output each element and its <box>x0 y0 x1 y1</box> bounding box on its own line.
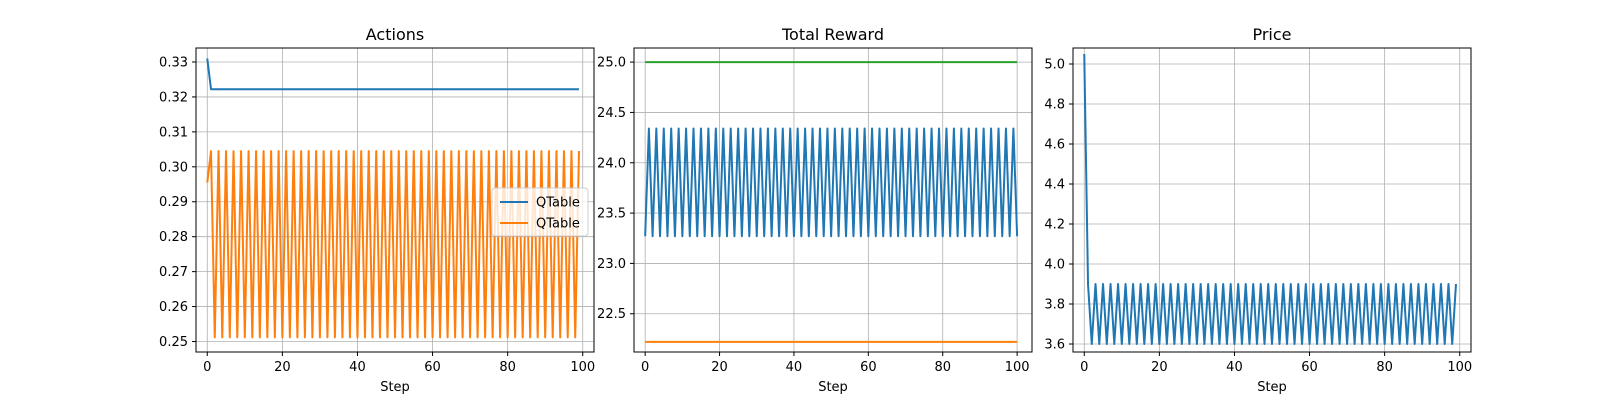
x-tick-label: 60 <box>860 360 877 375</box>
series-line-1 <box>206 150 580 339</box>
series-line-0 <box>206 58 579 91</box>
axes-frame <box>195 47 595 353</box>
x-axis-label: Step <box>1257 380 1287 395</box>
x-tick-label: 60 <box>424 360 441 375</box>
x-tick-label: 20 <box>711 360 728 375</box>
x-tick-label: 100 <box>570 360 595 375</box>
axes-frame <box>633 47 1033 353</box>
y-tick-label: 4.0 <box>1044 258 1065 273</box>
y-tick-label: 0.25 <box>159 335 188 350</box>
y-tick-label: 0.30 <box>159 160 188 175</box>
y-tick-label: 0.29 <box>159 195 188 210</box>
y-tick-label: 0.31 <box>159 125 188 140</box>
x-tick-label: 100 <box>1005 360 1030 375</box>
y-tick-label: 24.5 <box>597 106 626 121</box>
series-line-0 <box>1083 53 1457 345</box>
x-tick-label: 80 <box>499 360 516 375</box>
x-tick-label: 80 <box>934 360 951 375</box>
x-axis-label: Step <box>818 380 848 395</box>
x-tick-label: 40 <box>349 360 366 375</box>
legend: QTable QTable <box>491 187 589 237</box>
x-tick-label: 40 <box>1226 360 1243 375</box>
x-tick-label: 100 <box>1447 360 1472 375</box>
y-tick-label: 4.6 <box>1044 138 1065 153</box>
y-tick-label: 25.0 <box>597 56 626 71</box>
x-tick-label: 0 <box>641 360 649 375</box>
y-tick-label: 0.27 <box>159 265 188 280</box>
x-tick-label: 0 <box>203 360 211 375</box>
legend-label: QTable <box>536 196 580 211</box>
y-tick-label: 3.8 <box>1044 298 1065 313</box>
chart-total-reward: Total Reward Step 0 20 40 60 80 100 22.5 23.0 23… <box>597 25 1033 395</box>
grid <box>1073 48 1471 352</box>
chart-title: Total Reward <box>781 25 884 44</box>
y-tick-label: 4.2 <box>1044 218 1065 233</box>
y-tick-label: 22.5 <box>597 307 626 322</box>
axes-frame <box>1072 47 1472 353</box>
y-tick-label: 0.32 <box>159 90 188 105</box>
y-tick-label: 0.28 <box>159 230 188 245</box>
x-tick-label: 80 <box>1376 360 1393 375</box>
series-line-0 <box>644 127 1019 238</box>
legend-label: QTable <box>536 217 580 232</box>
y-tick-label: 4.8 <box>1044 98 1065 113</box>
x-tick-label: 60 <box>1301 360 1318 375</box>
y-tick-label: 4.4 <box>1044 178 1065 193</box>
x-tick-label: 20 <box>1151 360 1168 375</box>
y-tick-label: 0.33 <box>159 55 188 70</box>
y-tick-label: 0.26 <box>159 300 188 315</box>
chart-price: Price Step 0 20 40 60 80 100 3.6 3.8 4.0 4.2 4.4 4.… <box>1044 25 1472 395</box>
chart-title: Price <box>1252 25 1291 44</box>
x-axis-label: Step <box>380 380 410 395</box>
x-tick-label: 40 <box>786 360 803 375</box>
y-tick-label: 3.6 <box>1044 338 1065 353</box>
chart-title: Actions <box>366 25 424 44</box>
series-group <box>206 58 580 339</box>
y-tick-label: 23.0 <box>597 257 626 272</box>
x-tick-label: 20 <box>274 360 291 375</box>
y-tick-label: 5.0 <box>1044 58 1065 73</box>
y-tick-label: 23.5 <box>597 207 626 222</box>
y-tick-label: 24.0 <box>597 156 626 171</box>
chart-actions: Actions Step 0 20 40 60 80 100 0.25 0.26 0.27 0.2… <box>159 25 595 395</box>
series-group <box>644 61 1019 343</box>
series-group <box>1083 53 1457 345</box>
x-tick-label: 0 <box>1080 360 1088 375</box>
